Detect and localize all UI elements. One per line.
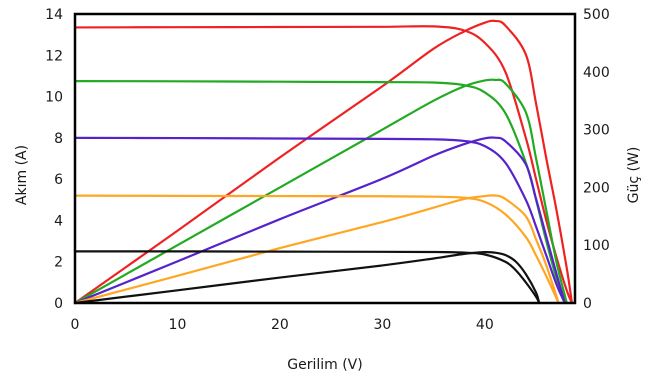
- y-left-tick-labels: 0 2 4 6 8 10 12 14: [45, 7, 63, 312]
- x-tick-label: 30: [373, 317, 391, 333]
- y-right-tick-label: 300: [583, 123, 610, 139]
- x-axis-title: Gerilim (V): [287, 357, 362, 373]
- y-right-axis-title: Güç (W): [626, 147, 642, 204]
- y-left-tick-label: 12: [45, 48, 63, 64]
- y-left-tick-label: 14: [45, 7, 63, 23]
- power-curve-1: [73, 19, 574, 305]
- power-curve-5: [73, 136, 566, 305]
- x-tick-label: 0: [71, 317, 80, 333]
- y-right-tick-label: 400: [583, 65, 610, 81]
- y-right-tick-label: 0: [583, 296, 592, 312]
- plot-frame: [73, 12, 577, 305]
- y-left-tick-label: 2: [54, 255, 63, 271]
- power-curve-3: [73, 78, 568, 305]
- current-curve-4: [73, 136, 566, 305]
- y-right-tick-label: 500: [583, 7, 610, 23]
- current-curve-6: [73, 194, 560, 305]
- y-right-tick-labels: 0 100 200 300 400 500: [583, 7, 610, 312]
- y-left-axis-title: Akım (A): [14, 145, 30, 205]
- current-curve-2: [73, 79, 568, 305]
- plot-lines: [73, 19, 574, 305]
- x-tick-label: 10: [169, 317, 187, 333]
- x-tick-label: 20: [271, 317, 289, 333]
- power-curve-9: [73, 250, 541, 305]
- current-curve-8: [73, 250, 541, 305]
- y-right-tick-label: 200: [583, 180, 610, 196]
- y-left-tick-label: 4: [54, 213, 63, 229]
- y-left-tick-label: 8: [54, 131, 63, 147]
- y-left-tick-label: 6: [54, 172, 63, 188]
- x-tick-labels: 0 10 20 30 40: [71, 317, 494, 333]
- power-curve-7: [73, 194, 560, 305]
- x-tick-label: 40: [476, 317, 494, 333]
- y-left-tick-label: 10: [45, 90, 63, 106]
- y-right-tick-label: 100: [583, 238, 610, 254]
- y-left-tick-label: 0: [54, 296, 63, 312]
